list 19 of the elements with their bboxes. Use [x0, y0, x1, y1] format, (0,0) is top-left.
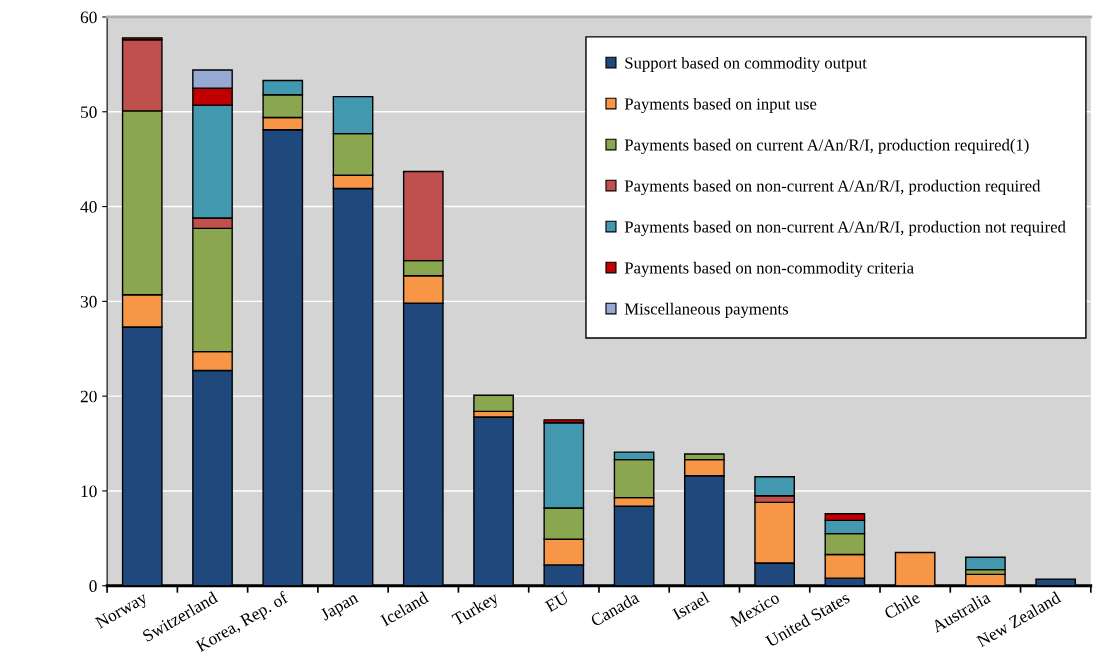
y-tick-label: 40	[80, 201, 97, 213]
y-tick-label: 60	[80, 11, 97, 24]
legend-label: Support based on commodity output	[625, 56, 867, 73]
legend-label: Payments based on non-current A/An/R/I, production not required	[624, 220, 1066, 237]
x-tick-label: EU	[544, 591, 570, 613]
legend-label: Payments based on non-commodity criteria	[624, 261, 914, 278]
y-tick-label: 30	[80, 295, 97, 308]
y-tick-label: 20	[80, 390, 97, 403]
x-tick-label: Chile	[883, 590, 921, 620]
legend-label: Payments based on current A/An/R/I, production required(1)	[624, 138, 1029, 155]
legend-label: Payments based on non-current A/An/R/I, production required	[624, 179, 1041, 196]
x-tick-label: Israel	[671, 590, 711, 621]
y-tick-label: 10	[81, 485, 97, 498]
bar	[965, 556, 1006, 571]
x-tick-label: Japan	[319, 591, 361, 624]
legend-label: Payments based on input use	[624, 97, 817, 114]
y-tick-label: 50	[81, 106, 97, 118]
y-tick-label: 0	[89, 580, 97, 592]
legend-label: Miscellaneous payments	[624, 302, 789, 319]
